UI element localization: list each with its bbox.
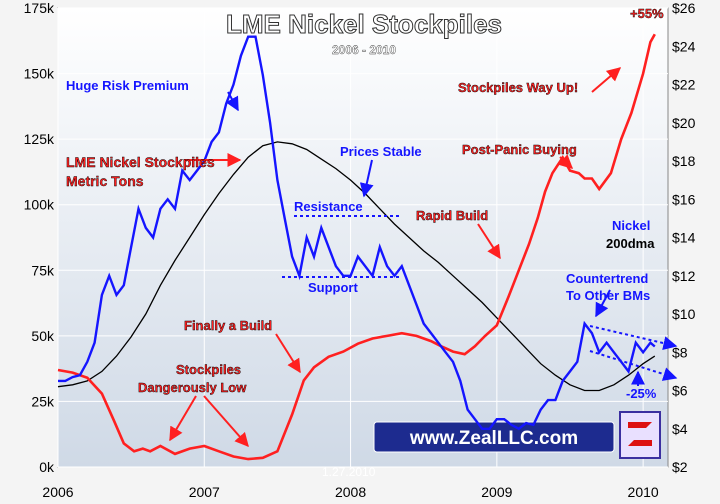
annotation-nickel: Nickel xyxy=(612,218,650,233)
annotations: Huge Risk Premium LME Nickel Stockpiles … xyxy=(66,6,664,401)
series-stockpiles-line xyxy=(57,33,656,461)
x-axis: 2006 2007 2008 2009 2010 xyxy=(42,484,658,500)
x-tick-label: 2010 xyxy=(628,484,659,500)
chart-subtitle: 2006 - 2010 xyxy=(332,43,396,57)
zeal-logo-icon xyxy=(619,411,661,459)
annotation-prices-stable: Prices Stable xyxy=(340,144,422,159)
right-tick-label: $6 xyxy=(672,383,688,399)
left-axis: 0k 25k 50k 75k 100k 125k 150k 175k xyxy=(24,0,55,475)
right-tick-label: $24 xyxy=(672,38,696,54)
right-tick-label: $2 xyxy=(672,459,688,475)
x-tick-label: 2007 xyxy=(189,484,220,500)
brand-logo: www.ZealLLC.com xyxy=(373,411,661,459)
annotation-arrows xyxy=(169,67,645,448)
left-tick-label: 125k xyxy=(24,131,55,147)
countertrend-upper-line xyxy=(589,325,678,350)
x-tick-label: 2006 xyxy=(42,484,73,500)
annotation-minus25: -25% xyxy=(626,386,657,401)
x-tick-label: 2009 xyxy=(481,484,512,500)
left-tick-label: 175k xyxy=(24,0,55,16)
left-tick-label: 100k xyxy=(24,197,55,213)
right-tick-label: $14 xyxy=(672,230,696,246)
right-tick-label: $10 xyxy=(672,306,696,322)
right-tick-label: $18 xyxy=(672,153,696,169)
annotation-way-up: Stockpiles Way Up! xyxy=(458,80,578,95)
brand-text: www.ZealLLC.com xyxy=(409,428,578,449)
left-tick-label: 150k xyxy=(24,66,55,82)
annotation-resistance: Resistance xyxy=(294,199,363,214)
series-nickel-line xyxy=(58,35,656,431)
right-tick-label: $12 xyxy=(672,268,696,284)
chart-title: LME Nickel Stockpiles xyxy=(226,9,502,39)
annotation-post-panic: Post-Panic Buying xyxy=(462,142,577,157)
left-tick-label: 25k xyxy=(31,393,55,409)
right-tick-label: $22 xyxy=(672,77,696,93)
annotation-stockpiles-label-1: LME Nickel Stockpiles xyxy=(66,154,215,170)
annotation-200dma: 200dma xyxy=(606,236,655,251)
right-tick-label: $4 xyxy=(672,421,688,437)
x-tick-label: 2008 xyxy=(335,484,366,500)
right-tick-label: $8 xyxy=(672,344,688,360)
right-tick-label: $20 xyxy=(672,115,696,131)
left-tick-label: 50k xyxy=(31,328,55,344)
date-stamp: 1.27.2010 xyxy=(322,465,376,479)
annotation-countertrend-2: To Other BMs xyxy=(566,288,650,303)
right-tick-label: $16 xyxy=(672,191,696,207)
annotation-plus55: +55% xyxy=(630,6,664,21)
annotation-dangerously-2: Dangerously Low xyxy=(138,380,247,395)
annotation-countertrend-1: Countertrend xyxy=(566,271,648,286)
plot-area xyxy=(57,7,669,468)
zeal-z-icon xyxy=(628,422,652,446)
right-axis: $2 $4 $6 $8 $10 $12 $14 $16 $18 $20 $22 $24 $26 xyxy=(672,0,696,475)
annotation-support: Support xyxy=(308,280,358,295)
annotation-stockpiles-label-2: Metric Tons xyxy=(66,173,144,189)
annotation-finally-build: Finally a Build xyxy=(184,318,272,333)
left-tick-label: 75k xyxy=(31,262,55,278)
annotation-dangerously-1: Stockpiles xyxy=(176,362,241,377)
left-tick-label: 0k xyxy=(39,459,55,475)
series-200dma-line xyxy=(57,141,656,392)
annotation-rapid-build: Rapid Build xyxy=(416,208,488,223)
annotation-huge-risk-premium: Huge Risk Premium xyxy=(66,78,189,93)
right-tick-label: $26 xyxy=(672,0,696,16)
grid-lines xyxy=(57,7,668,468)
